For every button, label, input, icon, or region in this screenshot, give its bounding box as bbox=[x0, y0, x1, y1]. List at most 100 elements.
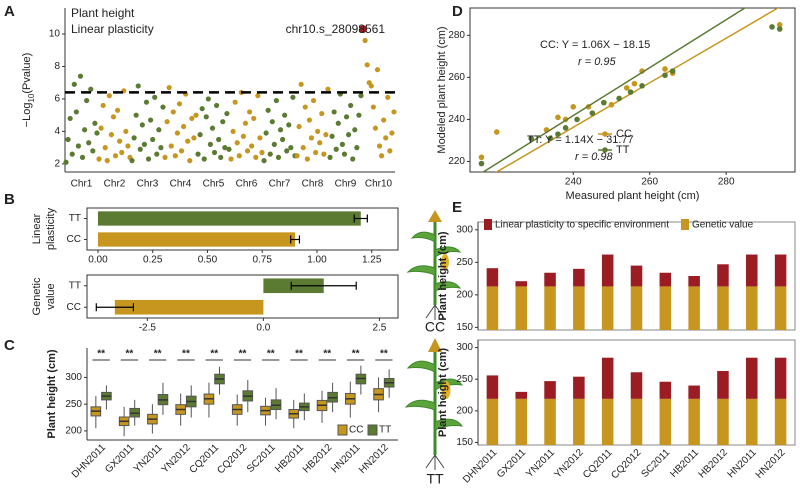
y-tick-label: 220 bbox=[448, 156, 465, 167]
snp-point bbox=[343, 114, 350, 120]
snp-point bbox=[383, 135, 389, 141]
legend-label: CC bbox=[616, 128, 632, 140]
legend-dot bbox=[602, 147, 608, 153]
snp-point bbox=[269, 119, 275, 125]
snp-point bbox=[154, 151, 160, 157]
x-tick-label: GX2011 bbox=[495, 447, 529, 481]
y-axis-title: −Log10(Pvalue) bbox=[21, 53, 36, 128]
snp-point bbox=[348, 102, 354, 109]
y-axis-title-sub: 10 bbox=[27, 93, 36, 102]
x-tick-label: YN2011 bbox=[524, 447, 557, 480]
snp-point bbox=[251, 115, 257, 122]
snp-point bbox=[323, 132, 329, 138]
snp-point bbox=[119, 149, 125, 156]
snp-point bbox=[368, 83, 374, 89]
snp-point bbox=[160, 104, 166, 110]
snp-point bbox=[358, 93, 364, 99]
snp-point bbox=[79, 154, 86, 160]
y-tick-label: 6 bbox=[54, 94, 60, 105]
point bbox=[547, 135, 554, 142]
snp-point bbox=[114, 107, 121, 113]
snp-point bbox=[207, 141, 214, 147]
legend-swatch bbox=[484, 219, 492, 230]
sig-label: ** bbox=[182, 349, 190, 360]
legend-label: Linear plasticity to specific environmen… bbox=[495, 220, 669, 231]
bar-segment bbox=[573, 268, 585, 287]
x-tick-label: CQ2011 bbox=[581, 447, 615, 481]
y-axis-title: Genetic bbox=[31, 277, 43, 315]
sig-label: ** bbox=[154, 349, 162, 360]
point bbox=[608, 101, 615, 108]
snp-point bbox=[125, 143, 131, 149]
snp-point bbox=[294, 153, 300, 159]
bar-segment bbox=[717, 286, 729, 330]
x-tick-label: 2.5 bbox=[372, 323, 386, 334]
x-tick-label: GX2011 bbox=[103, 442, 137, 476]
point bbox=[769, 24, 775, 30]
legend-swatch bbox=[337, 424, 348, 436]
bar-segment bbox=[486, 268, 499, 287]
bar-segment bbox=[601, 357, 614, 399]
snp-point bbox=[222, 145, 228, 151]
snp-point bbox=[288, 145, 294, 151]
snp-point bbox=[259, 149, 265, 156]
snp-point bbox=[81, 127, 88, 133]
y-tick-label: 240 bbox=[448, 114, 465, 125]
snp-point bbox=[131, 135, 137, 141]
point bbox=[639, 82, 645, 89]
bar-segment bbox=[573, 286, 585, 330]
x-tick-label: Chr3 bbox=[137, 179, 159, 190]
snp-point bbox=[141, 141, 148, 147]
snp-point bbox=[63, 159, 69, 165]
snp-point bbox=[331, 109, 337, 115]
x-axis-title: Measured plant height (cm) bbox=[566, 190, 700, 202]
legend-label: Genetic value bbox=[692, 220, 754, 231]
x-tick-label: HN2012 bbox=[357, 442, 391, 476]
snp-point bbox=[162, 154, 168, 160]
y-tick-label: 10 bbox=[49, 29, 61, 40]
x-tick-label: 260 bbox=[641, 177, 658, 188]
y-tick-label: 8 bbox=[54, 61, 60, 72]
y-tick-label: 200 bbox=[65, 426, 82, 437]
fit-equation: CC: Y = 1.06X − 18.15 bbox=[540, 39, 650, 51]
point bbox=[574, 116, 580, 123]
snp-point bbox=[246, 109, 253, 115]
bar-segment bbox=[515, 398, 527, 445]
y-axis-title: Linear bbox=[31, 213, 43, 244]
snp-point bbox=[298, 81, 304, 87]
y-tick-label: 150 bbox=[456, 437, 473, 448]
chart-subtitle: Linear plasticity bbox=[71, 22, 154, 36]
point bbox=[631, 80, 638, 87]
snp-point bbox=[356, 112, 362, 118]
bar-segment bbox=[544, 398, 556, 445]
point bbox=[555, 131, 561, 137]
snp-point bbox=[216, 136, 222, 143]
snp-point bbox=[106, 93, 112, 99]
x-tick-label: DHN2011 bbox=[70, 442, 109, 481]
snp-point bbox=[236, 153, 242, 159]
snp-point bbox=[187, 158, 193, 164]
snp-point bbox=[112, 153, 119, 159]
panel-letter: B bbox=[4, 191, 15, 208]
x-tick-label: YN2012 bbox=[553, 447, 587, 481]
x-tick-label: -2.5 bbox=[139, 323, 157, 334]
sig-label: ** bbox=[352, 349, 360, 360]
sig-label: ** bbox=[380, 349, 388, 360]
bar-segment bbox=[486, 375, 499, 399]
x-tick-label: CQ2012 bbox=[609, 447, 643, 481]
bar-segment bbox=[630, 372, 643, 399]
x-tick-label: Chr4 bbox=[170, 179, 192, 190]
point bbox=[478, 160, 485, 167]
group-label: CC bbox=[425, 319, 445, 335]
snp-point bbox=[104, 158, 110, 164]
bar-segment bbox=[544, 272, 556, 287]
bar-segment bbox=[486, 398, 499, 445]
bar-segment bbox=[688, 398, 700, 445]
snp-point bbox=[98, 125, 104, 131]
point bbox=[528, 135, 534, 142]
snp-point bbox=[228, 156, 234, 162]
x-tick-label: HN2012 bbox=[754, 447, 788, 481]
snp-point bbox=[352, 127, 358, 133]
plot-frame bbox=[86, 207, 399, 251]
fit-r: r = 0.95 bbox=[578, 56, 616, 68]
